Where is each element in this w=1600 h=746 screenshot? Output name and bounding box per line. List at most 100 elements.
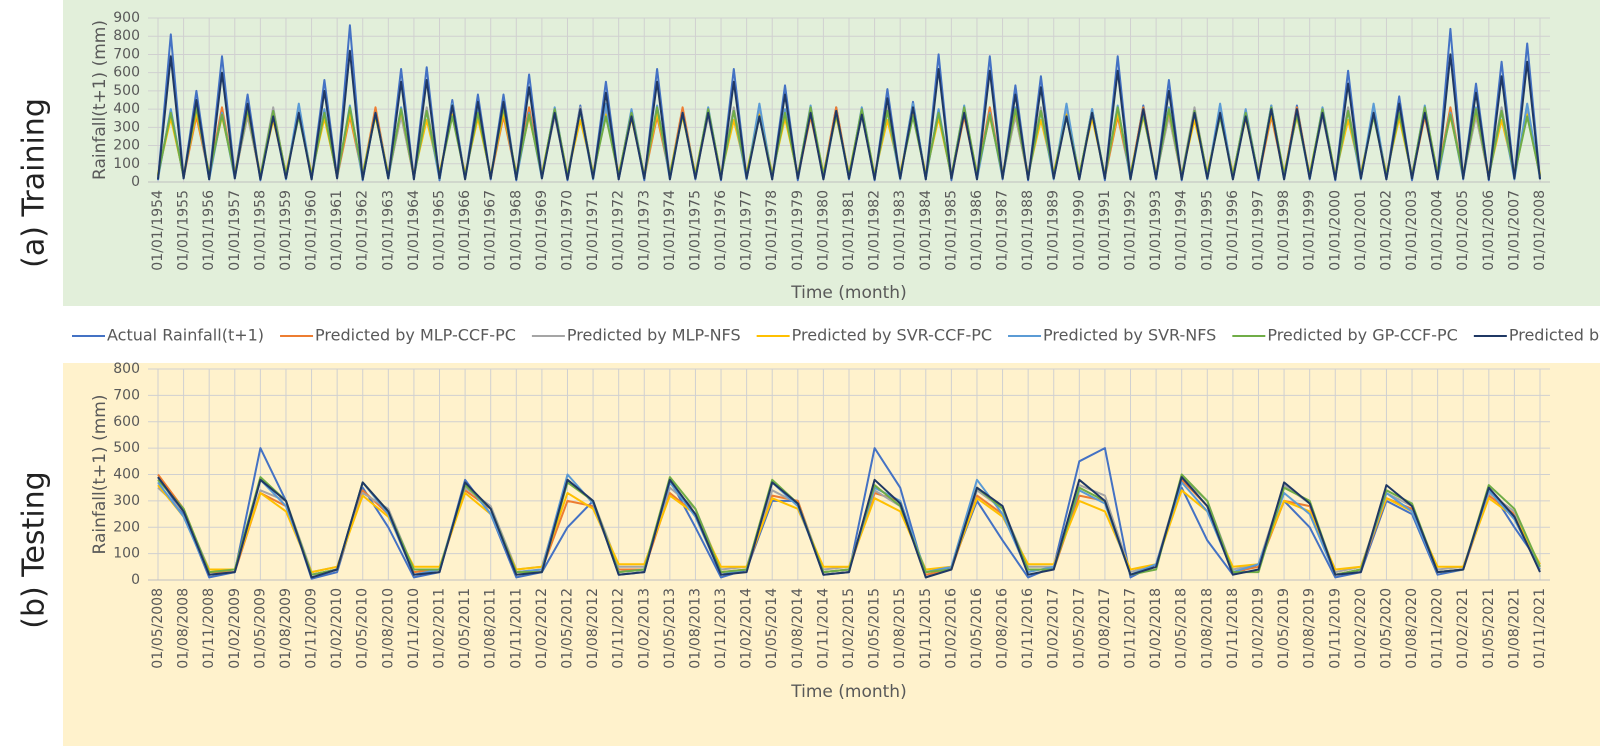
x-tick-label: 01/01/1990 [1071, 190, 1087, 271]
x-tick-label: 01/11/2013 [713, 588, 729, 669]
x-tick-label: 01/08/2011 [483, 588, 499, 669]
y-tick-label: 200 [113, 138, 140, 154]
x-tick-label: 01/01/1963 [380, 190, 396, 271]
x-tick-label: 01/01/1967 [483, 190, 499, 271]
x-tick-label: 01/11/2019 [1327, 588, 1343, 669]
x-tick-label: 01/08/2018 [1199, 588, 1215, 669]
x-tick-label: 01/08/2009 [278, 588, 294, 669]
y-tick-label: 700 [113, 46, 140, 62]
x-tick-label: 01/01/2002 [1378, 190, 1394, 271]
y-axis-title: Rainfall(t+1) (mm) [90, 395, 110, 555]
training-panel-bg [63, 0, 1600, 306]
x-tick-label: 01/11/2017 [1123, 588, 1139, 669]
legend-label: Predicted by MLP-CCF-PC [315, 326, 516, 345]
x-tick-label: 01/01/1997 [1250, 190, 1266, 271]
x-tick-label: 01/01/1985 [943, 190, 959, 271]
x-tick-label: 01/05/2013 [662, 588, 678, 669]
x-tick-label: 01/01/2007 [1506, 190, 1522, 271]
x-tick-label: 01/05/2012 [559, 588, 575, 669]
legend-label: Predicted by SVR-CCF-PC [792, 326, 992, 345]
y-tick-label: 700 [113, 387, 140, 403]
x-tick-label: 01/01/1972 [611, 190, 627, 271]
x-tick-label: 01/01/1991 [1097, 190, 1113, 271]
x-tick-label: 01/08/2017 [1097, 588, 1113, 669]
x-tick-label: 01/02/2014 [739, 588, 755, 669]
y-tick-label: 100 [113, 546, 140, 562]
x-tick-label: 01/11/2018 [1225, 588, 1241, 669]
x-tick-label: 01/05/2018 [1174, 588, 1190, 669]
x-tick-label: 01/11/2016 [1020, 588, 1036, 669]
y-tick-label: 800 [113, 361, 140, 377]
x-tick-label: 01/02/2013 [636, 588, 652, 669]
x-tick-label: 01/02/2020 [1353, 588, 1369, 669]
x-tick-label: 01/02/2015 [841, 588, 857, 669]
series-line [157, 476, 1541, 579]
x-tick-label: 01/01/1969 [534, 190, 550, 271]
x-axis-title: Time (month) [790, 682, 906, 702]
x-tick-label: 01/08/2014 [790, 588, 806, 669]
x-tick-label: 01/01/1981 [841, 190, 857, 271]
x-tick-label: 01/08/2020 [1404, 588, 1420, 669]
y-tick-label: 500 [113, 83, 140, 99]
y-tick-label: 200 [113, 519, 140, 535]
x-tick-label: 01/11/2020 [1430, 588, 1446, 669]
x-tick-label: 01/08/2012 [585, 588, 601, 669]
x-tick-label: 01/01/1989 [1046, 190, 1062, 271]
x-tick-label: 01/01/1960 [304, 190, 320, 271]
x-tick-label: 01/05/2015 [867, 588, 883, 669]
x-tick-label: 01/01/2006 [1481, 190, 1497, 271]
x-tick-label: 01/01/1982 [867, 190, 883, 271]
x-tick-label: 01/11/2010 [406, 588, 422, 669]
y-tick-label: 600 [113, 414, 140, 430]
legend-label: Predicted by GP-CCF-PC [1267, 326, 1458, 345]
y-tick-label: 0 [131, 174, 140, 190]
x-tick-label: 01/01/1954 [150, 190, 166, 271]
x-tick-label: 01/01/2005 [1455, 190, 1471, 271]
x-tick-label: 01/05/2017 [1071, 588, 1087, 669]
panel-label: (a) Training [17, 98, 52, 268]
x-tick-label: 01/02/2018 [1148, 588, 1164, 669]
x-tick-label: 01/01/1968 [508, 190, 524, 271]
x-tick-label: 01/01/1955 [176, 190, 192, 271]
x-tick-label: 01/01/1993 [1148, 190, 1164, 271]
x-tick-label: 01/08/2016 [995, 588, 1011, 669]
x-axis-title: Time (month) [790, 283, 906, 303]
legend-label: Predicted by GP-NFS [1509, 326, 1600, 345]
x-tick-label: 01/05/2020 [1378, 588, 1394, 669]
x-tick-label: 01/01/1973 [636, 190, 652, 271]
x-tick-label: 01/08/2015 [892, 588, 908, 669]
x-tick-label: 01/01/1966 [457, 190, 473, 271]
x-tick-label: 01/08/2010 [380, 588, 396, 669]
panel-label: (b) Testing [17, 471, 52, 628]
x-tick-label: 01/08/2021 [1506, 588, 1522, 669]
x-tick-label: 01/01/2000 [1327, 190, 1343, 271]
x-tick-label: 01/01/1962 [355, 190, 371, 271]
x-tick-label: 01/05/2009 [252, 588, 268, 669]
x-tick-label: 01/02/2017 [1046, 588, 1062, 669]
x-tick-label: 01/01/1964 [406, 190, 422, 271]
x-tick-label: 01/01/1977 [739, 190, 755, 271]
x-tick-label: 01/05/2021 [1481, 588, 1497, 669]
x-tick-label: 01/01/2008 [1532, 190, 1548, 271]
y-tick-label: 300 [113, 493, 140, 509]
y-tick-label: 500 [113, 440, 140, 456]
x-tick-label: 01/01/1958 [252, 190, 268, 271]
x-tick-label: 01/08/2008 [176, 588, 192, 669]
testing-panel-bg [63, 363, 1600, 746]
x-tick-label: 01/01/1995 [1199, 190, 1215, 271]
y-tick-label: 400 [113, 101, 140, 117]
x-tick-label: 01/01/1983 [892, 190, 908, 271]
x-tick-label: 01/01/1975 [687, 190, 703, 271]
x-tick-label: 01/01/1965 [432, 190, 448, 271]
x-tick-label: 01/02/2021 [1455, 588, 1471, 669]
x-tick-label: 01/01/1986 [969, 190, 985, 271]
x-tick-label: 01/11/2021 [1532, 588, 1548, 669]
x-tick-label: 01/11/2014 [815, 588, 831, 669]
x-tick-label: 01/01/1976 [713, 190, 729, 271]
y-tick-label: 0 [131, 572, 140, 588]
x-tick-label: 01/05/2016 [969, 588, 985, 669]
series-line [157, 49, 1541, 181]
x-tick-label: 01/02/2016 [943, 588, 959, 669]
x-tick-label: 01/05/2008 [150, 588, 166, 669]
legend-label: Predicted by MLP-NFS [567, 326, 741, 345]
